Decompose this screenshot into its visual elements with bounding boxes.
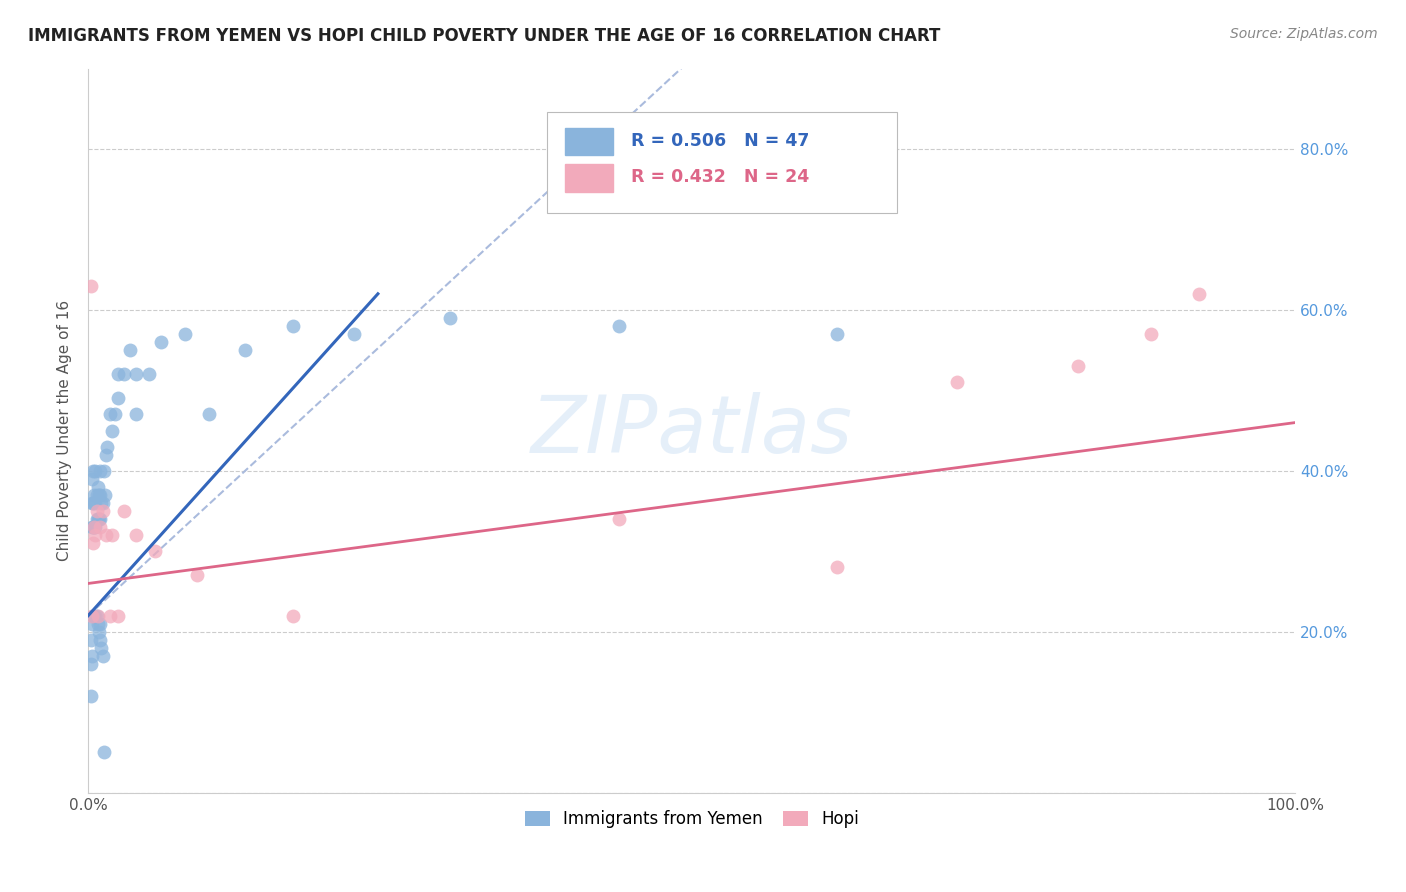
Point [96, 448, 118, 462]
Point [89, 632, 111, 647]
Legend: Immigrants from Yemen, Hopi: Immigrants from Yemen, Hopi [519, 804, 866, 835]
Point [233, 343, 256, 358]
Point [283, 608, 305, 623]
Point [80, 496, 103, 510]
Point [120, 343, 142, 358]
Point [86, 504, 108, 518]
Point [89, 616, 111, 631]
Text: ZIPatlas: ZIPatlas [530, 392, 853, 469]
Point [80, 608, 103, 623]
Point [83, 608, 105, 623]
Point [101, 528, 124, 542]
Point [86, 608, 108, 623]
Point [101, 424, 124, 438]
Point [1188, 286, 1211, 301]
Point [79, 689, 101, 703]
Point [82, 496, 104, 510]
Point [80, 616, 103, 631]
Text: R = 0.506   N = 47: R = 0.506 N = 47 [631, 132, 810, 150]
Point [198, 408, 221, 422]
Point [96, 528, 118, 542]
Point [90, 496, 112, 510]
Point [98, 608, 121, 623]
Point [84, 496, 107, 510]
Point [93, 746, 115, 760]
Point [343, 326, 366, 341]
Point [104, 408, 127, 422]
Text: R = 0.432   N = 24: R = 0.432 N = 24 [631, 168, 810, 186]
Point [283, 318, 305, 333]
Point [93, 464, 115, 478]
Point [107, 392, 129, 406]
Point [86, 512, 108, 526]
Point [107, 608, 129, 623]
Point [87, 480, 110, 494]
Point [82, 520, 104, 534]
Point [83, 520, 105, 534]
Point [91, 496, 114, 510]
Point [87, 608, 110, 623]
Point [439, 310, 461, 325]
Point [82, 464, 104, 478]
Point [79, 632, 101, 647]
Point [825, 326, 848, 341]
Point [143, 544, 166, 558]
Point [89, 488, 111, 502]
Point [125, 528, 148, 542]
Point [89, 520, 111, 534]
Point [84, 528, 107, 542]
Point [80, 648, 103, 663]
Point [1067, 359, 1090, 374]
Point [107, 368, 129, 382]
Point [89, 464, 111, 478]
Point [82, 536, 104, 550]
Point [112, 368, 135, 382]
Point [87, 488, 110, 502]
Point [86, 488, 108, 502]
Point [87, 512, 110, 526]
Point [87, 512, 110, 526]
Point [1139, 326, 1161, 341]
Point [87, 616, 110, 631]
Point [946, 376, 969, 390]
Point [79, 278, 101, 293]
Point [138, 368, 160, 382]
Point [91, 504, 114, 518]
Point [90, 640, 112, 655]
Point [80, 472, 103, 486]
Bar [565, 164, 613, 192]
Point [84, 464, 107, 478]
Point [79, 657, 101, 671]
Point [98, 408, 121, 422]
Point [84, 608, 107, 623]
Point [80, 520, 103, 534]
Bar [565, 128, 613, 155]
FancyBboxPatch shape [547, 112, 897, 213]
Point [173, 326, 195, 341]
Point [83, 520, 105, 534]
Point [82, 608, 104, 623]
Point [89, 512, 111, 526]
Text: Source: ZipAtlas.com: Source: ZipAtlas.com [1230, 27, 1378, 41]
Point [94, 488, 117, 502]
Point [186, 568, 208, 582]
Point [87, 624, 110, 639]
Text: IMMIGRANTS FROM YEMEN VS HOPI CHILD POVERTY UNDER THE AGE OF 16 CORRELATION CHAR: IMMIGRANTS FROM YEMEN VS HOPI CHILD POVE… [28, 27, 941, 45]
Point [825, 560, 848, 574]
Point [125, 408, 148, 422]
Point [91, 648, 114, 663]
Point [125, 368, 148, 382]
Point [609, 318, 631, 333]
Point [83, 488, 105, 502]
Point [609, 512, 631, 526]
Point [96, 440, 118, 454]
Y-axis label: Child Poverty Under the Age of 16: Child Poverty Under the Age of 16 [58, 300, 72, 561]
Point [112, 504, 135, 518]
Point [84, 520, 107, 534]
Point [149, 334, 172, 349]
